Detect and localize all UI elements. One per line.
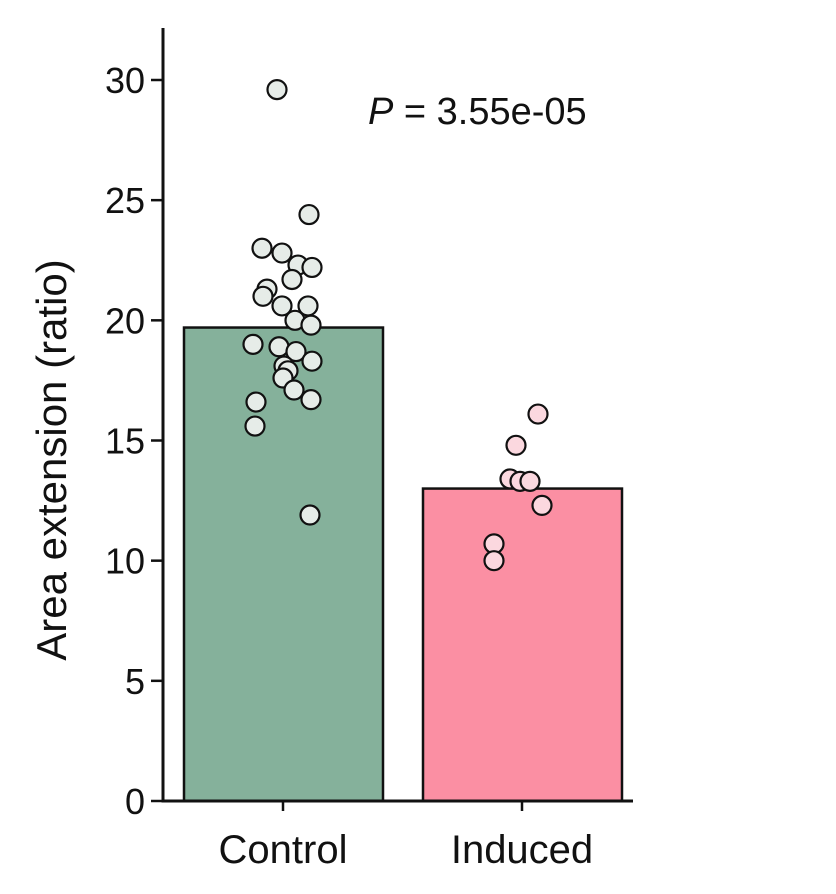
data-point-control — [251, 237, 273, 259]
data-point-control — [285, 340, 307, 363]
data-point-control — [271, 295, 293, 317]
p-label: P — [368, 91, 394, 133]
data-point-control — [300, 314, 322, 336]
data-point-control — [242, 333, 264, 355]
x-ticks: Control Induced — [219, 801, 593, 872]
data-point-control — [301, 350, 323, 372]
axes-layer — [161, 28, 633, 803]
data-point-control — [301, 256, 323, 279]
bars-layer — [182, 326, 624, 803]
data-point-control — [252, 285, 274, 307]
data-point-induced — [505, 434, 527, 456]
x-tick-label-induced: Induced — [451, 828, 593, 872]
data-point-control — [298, 203, 320, 226]
y-tick-label: 30 — [105, 60, 145, 101]
y-ticks: 0 5 10 15 20 25 30 — [105, 60, 163, 822]
data-point-control — [245, 391, 267, 413]
y-tick-label: 10 — [105, 541, 145, 582]
bar-control — [182, 326, 385, 803]
y-tick-label: 5 — [125, 661, 145, 702]
data-point-control — [266, 79, 288, 101]
data-point-induced — [519, 470, 541, 492]
y-tick-label: 25 — [105, 180, 145, 221]
y-tick-label: 15 — [105, 421, 145, 462]
data-point-control — [300, 389, 322, 411]
data-point-induced — [527, 403, 549, 425]
y-axis-label: Area extension (ratio) — [28, 259, 75, 661]
data-point-control — [283, 379, 305, 401]
p-value-text: = 3.55e-05 — [393, 91, 586, 133]
data-point-control — [299, 504, 321, 526]
y-tick-label: 0 — [125, 781, 145, 822]
data-point-control — [244, 415, 266, 437]
bar-induced — [421, 487, 624, 803]
p-value-annotation: P = 3.55e-05 — [368, 91, 587, 133]
x-tick-label-control: Control — [219, 828, 348, 872]
data-point-control — [271, 242, 293, 264]
data-point-induced — [531, 494, 553, 516]
data-point-control — [281, 268, 303, 291]
data-point-induced — [483, 550, 505, 572]
points-layer — [242, 79, 553, 572]
y-tick-label: 20 — [105, 300, 145, 341]
